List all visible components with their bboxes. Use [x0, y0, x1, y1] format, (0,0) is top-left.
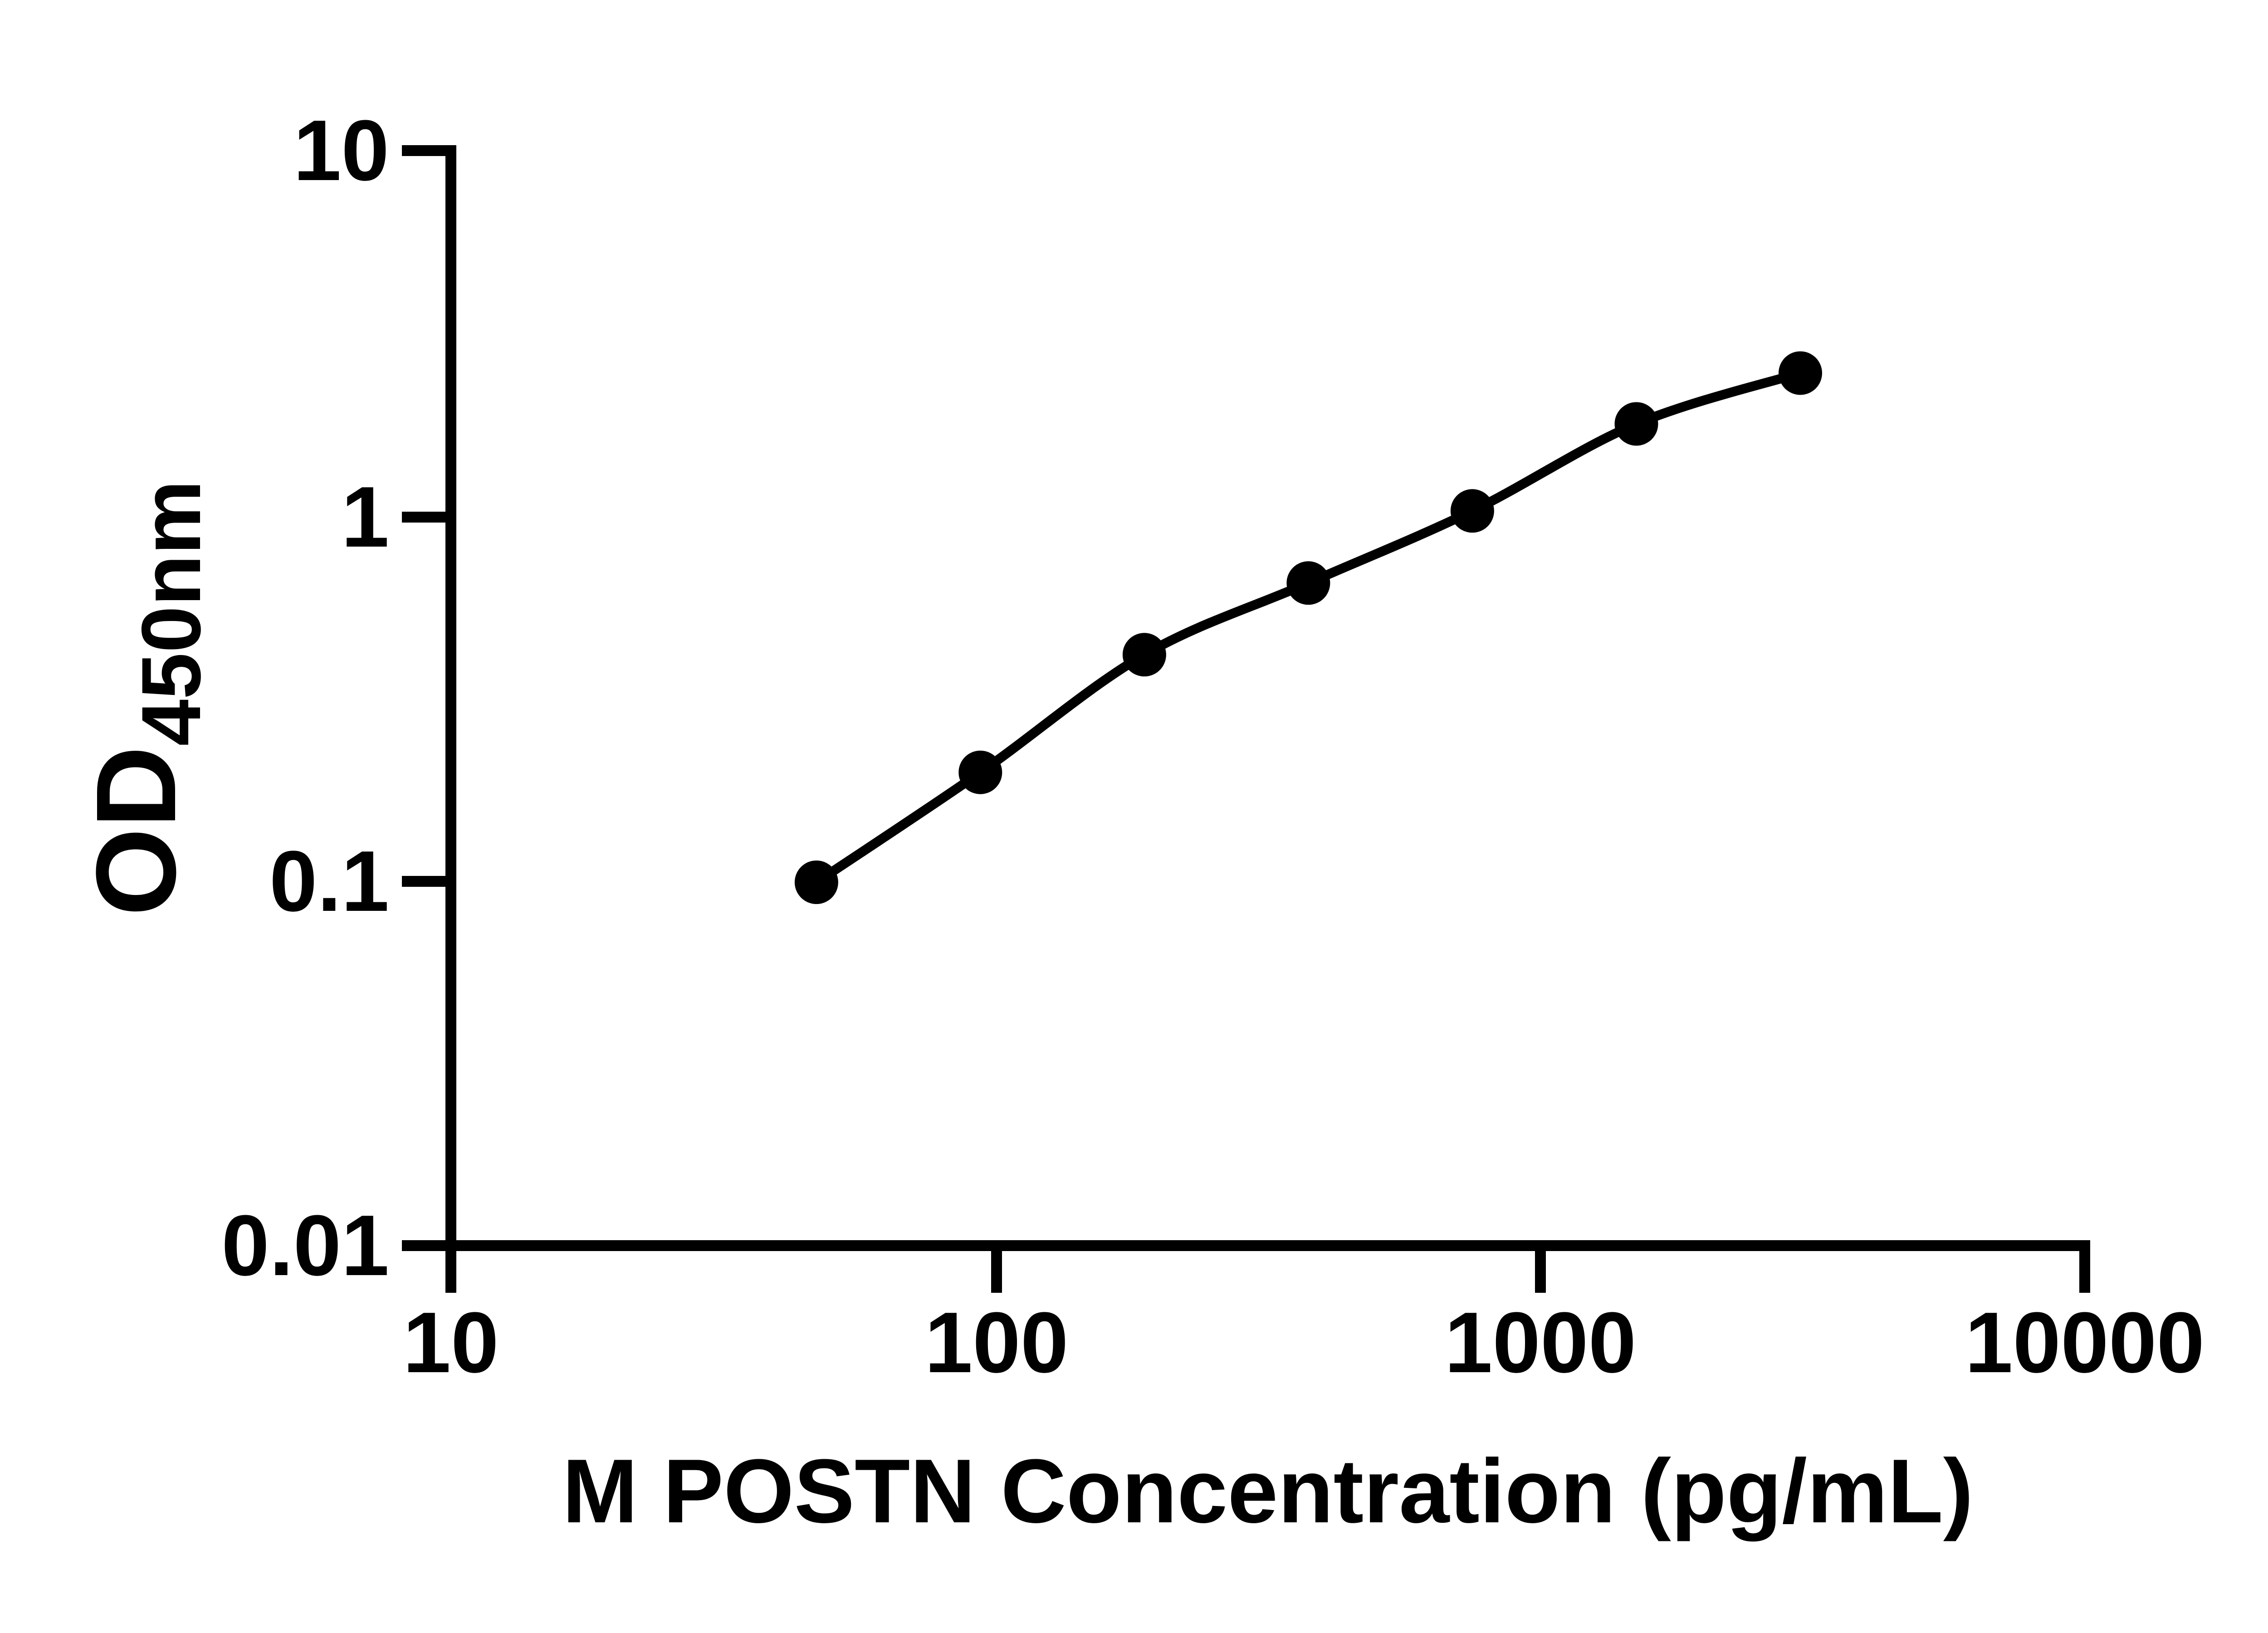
x-tick-label: 100 [924, 1295, 1069, 1391]
data-point [794, 861, 838, 904]
od-label-subscript: 450nm [125, 480, 218, 746]
data-point [1614, 402, 1658, 446]
x-axis-title: M POSTN Concentration (pg/mL) [562, 1441, 1974, 1542]
y-axis-title: OD450nm [64, 381, 218, 1016]
x-tick-label: 1000 [1444, 1295, 1637, 1391]
od-label-main: OD [73, 746, 199, 916]
x-tick-label: 10 [403, 1295, 499, 1391]
series-group [794, 351, 1822, 904]
data-point [1286, 561, 1330, 605]
data-point [1450, 489, 1494, 533]
y-tick-label: 0.01 [221, 1198, 389, 1294]
standard-curve-line [814, 368, 1802, 886]
y-tick-label: 1 [341, 469, 389, 565]
x-tick-label: 10000 [1965, 1295, 2205, 1391]
data-point [1122, 633, 1166, 677]
data-point [958, 750, 1002, 794]
data-point [1779, 351, 1822, 395]
y-tick-label: 10 [293, 103, 389, 199]
y-tick-label: 0.1 [269, 833, 389, 929]
